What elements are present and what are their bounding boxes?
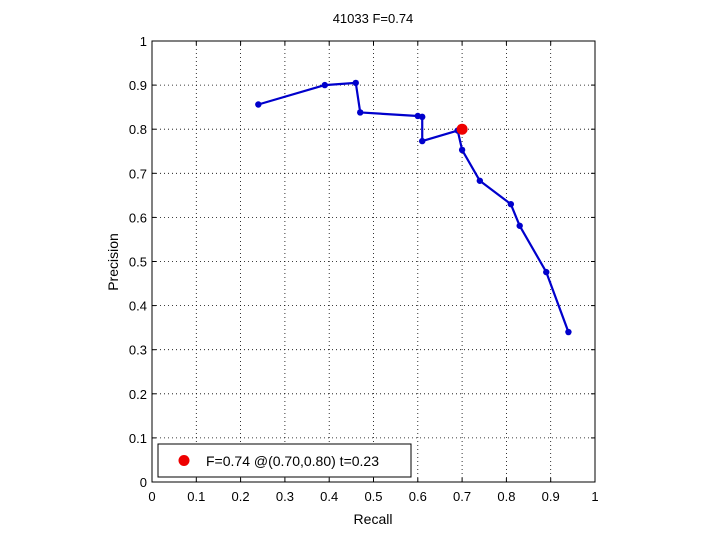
x-axis-label: Recall xyxy=(354,511,393,527)
x-tick-label: 0.7 xyxy=(453,489,471,504)
y-tick-label: 0.3 xyxy=(129,343,147,358)
pr-curve-point xyxy=(357,109,364,116)
x-tick-label: 0.8 xyxy=(497,489,515,504)
y-tick-label: 0.1 xyxy=(129,431,147,446)
y-axis-label: Precision xyxy=(105,233,121,291)
pr-curve-point xyxy=(476,177,484,184)
pr-curve-line xyxy=(258,81,570,333)
x-tick-label: 0.9 xyxy=(542,489,560,504)
pr-curve-point xyxy=(543,268,550,276)
pr-curve-point xyxy=(419,113,426,121)
grid xyxy=(152,41,595,482)
x-tick-labels: 0 0.1 0.2 0.3 0.4 0.5 0.6 0.7 0.8 0.9 1 xyxy=(148,489,598,504)
x-tick-label: 0 xyxy=(148,489,155,504)
legend-marker-f-measure xyxy=(178,455,190,466)
x-tick-label: 0.5 xyxy=(364,489,382,504)
y-tick-label: 0.9 xyxy=(129,78,147,93)
x-tick-label: 0.3 xyxy=(276,489,294,504)
x-tick-label: 0.4 xyxy=(320,489,338,504)
y-tick-label: 0.4 xyxy=(129,299,147,314)
axis-ticks xyxy=(151,40,596,483)
series xyxy=(255,79,572,336)
y-tick-label: 0.2 xyxy=(129,387,147,402)
chart-title: 41033 F=0.74 xyxy=(333,11,414,26)
y-tick-label: 0.5 xyxy=(129,255,147,270)
x-tick-label: 0.1 xyxy=(187,489,205,504)
y-tick-labels: 0 0.1 0.2 0.3 0.4 0.5 0.6 0.7 0.8 0.9 1 xyxy=(129,34,147,490)
x-tick-label: 0.6 xyxy=(409,489,427,504)
legend-label-f-measure: F=0.74 @(0.70,0.80) t=0.23 xyxy=(206,453,379,469)
legend: F=0.74 @(0.70,0.80) t=0.23 xyxy=(157,443,412,478)
pr-curve-point xyxy=(255,101,262,108)
pr-curve-point xyxy=(321,81,328,89)
pr-curve-point xyxy=(516,222,523,229)
x-tick-label: 0.2 xyxy=(232,489,250,504)
x-tick-label: 1 xyxy=(591,489,598,504)
pr-curve-point xyxy=(458,146,466,154)
pr-curve-point xyxy=(507,200,515,208)
f-measure-point xyxy=(456,123,468,135)
y-tick-label: 1 xyxy=(140,34,147,49)
pr-curve-point xyxy=(565,328,572,336)
pr-curve-point xyxy=(352,79,359,87)
y-tick-label: 0.6 xyxy=(129,210,147,225)
y-tick-label: 0 xyxy=(140,475,147,490)
pr-curve-point xyxy=(419,137,426,145)
y-tick-label: 0.8 xyxy=(129,122,147,137)
legend-box xyxy=(157,443,412,478)
y-tick-label: 0.7 xyxy=(129,166,147,181)
